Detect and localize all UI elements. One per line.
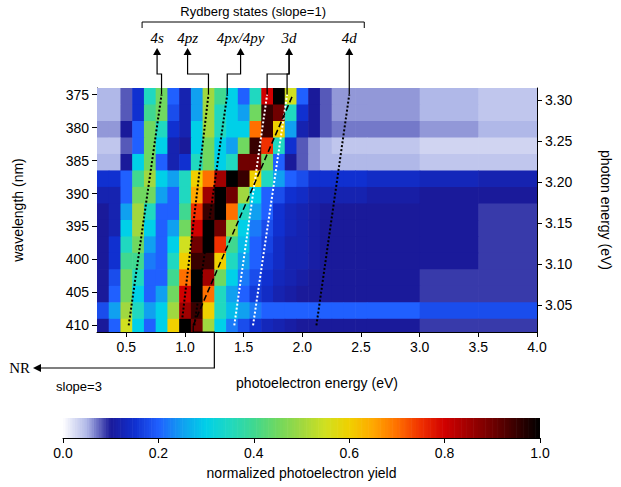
svg-text:0.8: 0.8 xyxy=(435,445,455,461)
svg-text:3.30: 3.30 xyxy=(545,92,572,108)
svg-text:395: 395 xyxy=(66,218,90,234)
svg-text:4pz: 4pz xyxy=(177,30,198,46)
svg-text:3.15: 3.15 xyxy=(545,215,572,231)
svg-text:1.5: 1.5 xyxy=(234,339,254,355)
svg-text:2.0: 2.0 xyxy=(293,339,313,355)
svg-text:0.0: 0.0 xyxy=(53,445,73,461)
svg-text:normalized photoelectron yield: normalized photoelectron yield xyxy=(207,465,397,481)
svg-text:0.4: 0.4 xyxy=(244,445,264,461)
svg-text:4.0: 4.0 xyxy=(527,339,547,355)
svg-text:375: 375 xyxy=(66,87,90,103)
svg-text:NR: NR xyxy=(9,360,30,376)
svg-text:4d: 4d xyxy=(342,30,358,46)
svg-text:photon energy (eV): photon energy (eV) xyxy=(598,150,614,270)
svg-text:4s: 4s xyxy=(150,30,164,46)
svg-text:3.0: 3.0 xyxy=(410,339,430,355)
svg-text:1.0: 1.0 xyxy=(530,445,550,461)
svg-text:3.05: 3.05 xyxy=(545,297,572,313)
svg-text:410: 410 xyxy=(66,317,90,333)
svg-text:1.0: 1.0 xyxy=(175,339,195,355)
svg-text:400: 400 xyxy=(66,251,90,267)
svg-text:Rydberg states (slope=1): Rydberg states (slope=1) xyxy=(180,4,326,19)
svg-text:3.25: 3.25 xyxy=(545,133,572,149)
svg-text:3d: 3d xyxy=(281,30,298,46)
svg-text:2.5: 2.5 xyxy=(351,339,371,355)
svg-text:slope=3: slope=3 xyxy=(56,379,102,394)
svg-text:380: 380 xyxy=(66,120,90,136)
svg-text:390: 390 xyxy=(66,186,90,202)
svg-text:3.5: 3.5 xyxy=(469,339,489,355)
svg-text:4px/4py: 4px/4py xyxy=(217,30,265,46)
svg-text:0.2: 0.2 xyxy=(149,445,169,461)
svg-text:0.5: 0.5 xyxy=(117,339,137,355)
svg-text:3.10: 3.10 xyxy=(545,256,572,272)
svg-text:photoelectron energy (eV): photoelectron energy (eV) xyxy=(236,375,398,391)
svg-text:3.20: 3.20 xyxy=(545,174,572,190)
svg-text:0.6: 0.6 xyxy=(339,445,359,461)
svg-text:405: 405 xyxy=(66,284,90,300)
svg-text:wavelength (nm): wavelength (nm) xyxy=(10,158,26,263)
svg-text:385: 385 xyxy=(66,153,90,169)
